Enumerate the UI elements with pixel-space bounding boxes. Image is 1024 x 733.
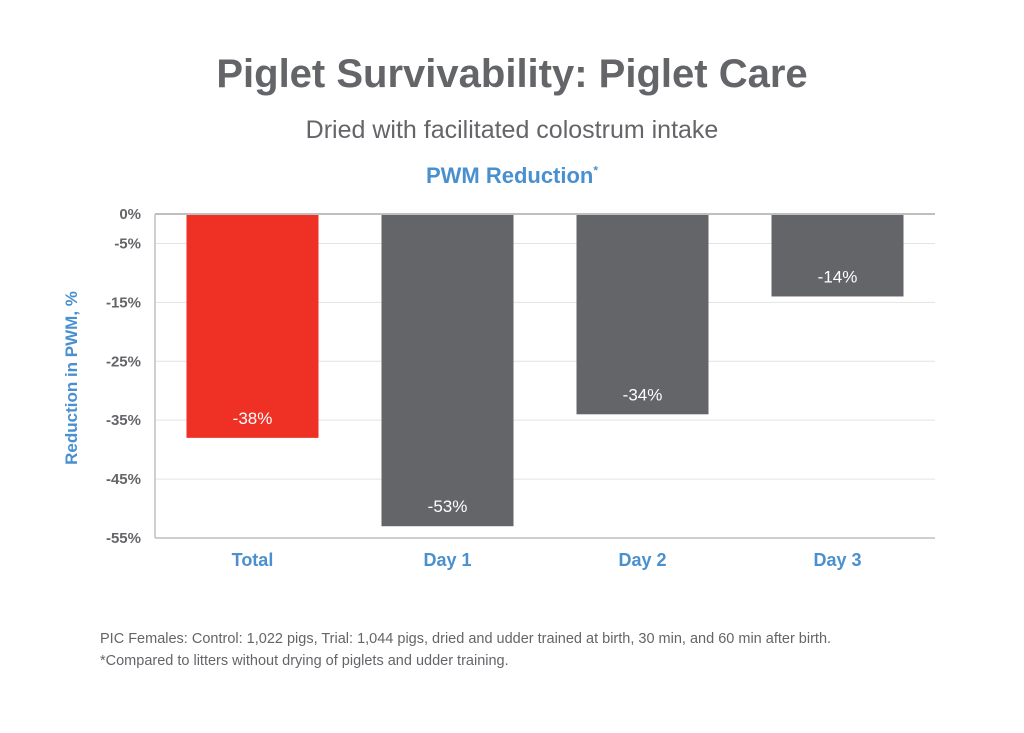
footnote-line-1: PIC Females: Control: 1,022 pigs, Trial:… (100, 631, 832, 647)
page-subtitle: Dried with facilitated colostrum intake (305, 116, 719, 144)
chart-title-text: PWM Reduction (425, 163, 594, 188)
y-tick-label: -15% (106, 294, 141, 311)
bar-data-label: -34% (623, 385, 663, 404)
chart-title: PWM Reduction* (0, 163, 1024, 189)
x-category-label: Day 1 (423, 550, 471, 570)
x-category-label: Day 2 (618, 550, 666, 570)
y-tick-label: -5% (114, 235, 141, 252)
bar-4 (771, 214, 904, 297)
bar-3 (576, 214, 709, 415)
chart-title-footnote-mark: * (593, 163, 599, 178)
bar-1 (186, 214, 319, 438)
y-tick-label: -35% (106, 412, 141, 429)
bar-data-label: -14% (818, 267, 858, 286)
x-category-label: Total (232, 550, 274, 570)
bar-data-label: -38% (233, 409, 273, 428)
footnote-line-2: *Compared to litters without drying of p… (100, 653, 509, 669)
y-tick-label: 0% (119, 206, 141, 223)
y-tick-label: -45% (106, 471, 141, 488)
bar-2 (381, 214, 514, 527)
x-category-label: Day 3 (813, 550, 861, 570)
page-title: Piglet Survivability: Piglet Care (216, 52, 808, 96)
footnote: PIC Females: Control: 1,022 pigs, Trial:… (100, 628, 831, 672)
y-tick-label: -25% (106, 353, 141, 370)
bar-data-label: -53% (428, 497, 468, 516)
y-tick-label: -55% (106, 530, 141, 547)
